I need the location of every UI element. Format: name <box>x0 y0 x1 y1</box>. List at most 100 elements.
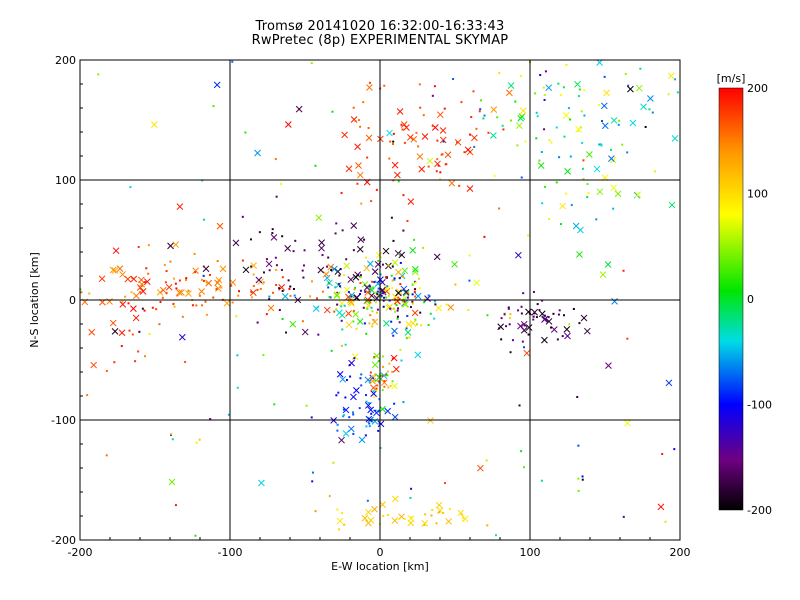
data-point-cross <box>367 516 375 524</box>
data-point-cross <box>370 390 378 397</box>
data-point-cross <box>668 201 676 209</box>
data-point-dot <box>572 307 575 310</box>
data-point-dot <box>391 370 394 373</box>
chart-subtitle: RwPretec (8p) EXPERIMENTAL SKYMAP <box>251 33 509 48</box>
data-point-dot <box>583 89 586 92</box>
data-point-cross <box>367 406 375 414</box>
data-point-cross <box>341 131 348 139</box>
data-point-dot <box>626 337 629 340</box>
data-point-dot <box>321 254 324 257</box>
data-point-dot <box>436 139 439 142</box>
data-point-dot <box>326 265 329 268</box>
data-point-dot <box>105 369 108 372</box>
data-point-cross <box>404 329 412 336</box>
data-point-cross <box>165 283 173 291</box>
data-point-dot <box>563 135 566 138</box>
data-point-dot <box>353 288 356 291</box>
data-point-dot <box>268 269 271 272</box>
data-point-dot <box>377 259 380 262</box>
data-point-dot <box>373 374 376 377</box>
data-point-dot <box>341 328 344 331</box>
data-point-dot <box>362 101 365 104</box>
data-point-dot <box>532 315 535 318</box>
data-point-dot <box>483 114 486 117</box>
data-point-cross <box>352 311 359 318</box>
data-point-dot <box>532 290 535 293</box>
data-point-dot <box>373 281 376 284</box>
data-point-cross <box>426 157 434 165</box>
data-point-dot <box>314 510 317 513</box>
data-point-dot <box>520 176 523 179</box>
data-point-dot <box>500 338 503 341</box>
data-point-dot <box>541 202 544 205</box>
data-point-dot <box>364 434 367 437</box>
data-point-dot <box>417 145 420 148</box>
data-point-dot <box>579 126 582 129</box>
data-point-dot <box>314 164 317 167</box>
data-point-dot <box>373 356 376 359</box>
data-point-dot <box>336 429 339 432</box>
data-point-cross <box>380 372 388 379</box>
data-point-dot <box>473 145 476 148</box>
data-point-dot <box>364 394 367 397</box>
data-point-dot <box>349 375 352 378</box>
data-point-dot <box>368 290 371 293</box>
data-point-dot <box>386 285 389 288</box>
data-point-cross <box>466 185 474 192</box>
data-point-dot <box>382 355 385 358</box>
data-point-dot <box>176 294 179 297</box>
data-point-dot <box>273 403 276 406</box>
data-point-dot <box>392 307 395 310</box>
data-point-cross <box>178 289 185 296</box>
data-point-cross <box>159 286 167 294</box>
data-point-dot <box>622 269 625 272</box>
data-point-dot <box>250 265 253 268</box>
data-point-cross <box>562 112 570 119</box>
data-point-cross <box>90 361 98 369</box>
colorbar: 200 100 0 -100 -200 <box>718 82 772 517</box>
data-point-dot <box>394 310 397 313</box>
data-point-dot <box>627 84 630 87</box>
y-tick-label: -100 <box>51 414 76 427</box>
data-point-dot <box>612 207 615 210</box>
data-point-dot <box>462 516 465 519</box>
data-point-cross <box>178 333 186 341</box>
data-point-dot <box>517 309 520 312</box>
data-point-cross <box>608 155 615 162</box>
data-point-dot <box>418 83 421 86</box>
data-point-dot <box>483 235 486 238</box>
data-point-cross <box>369 377 376 385</box>
data-point-cross <box>132 314 140 322</box>
data-point-dot <box>543 128 546 131</box>
data-point-cross <box>379 501 386 508</box>
data-point-dot <box>667 93 670 96</box>
data-point-cross <box>396 108 404 115</box>
data-point-dot <box>348 416 351 419</box>
data-point-dot <box>231 301 234 304</box>
data-point-dot <box>387 294 390 297</box>
data-point-dot <box>215 288 218 291</box>
data-point-dot <box>382 305 385 308</box>
data-point-dot <box>256 288 259 291</box>
data-point-dot <box>386 374 389 377</box>
y-tick-label: 100 <box>55 174 76 187</box>
data-point-cross <box>604 261 612 268</box>
data-point-cross <box>361 280 369 288</box>
data-point-dot <box>376 293 379 296</box>
data-point-dot <box>181 315 184 318</box>
data-point-cross <box>323 306 331 314</box>
data-point-dot <box>341 229 344 232</box>
data-point-dot <box>511 339 514 342</box>
data-point-dot <box>389 384 392 387</box>
data-point-dot <box>375 188 378 191</box>
data-point-dot <box>502 128 505 131</box>
data-point-dot <box>539 74 542 77</box>
data-point-cross <box>377 420 385 428</box>
data-point-cross <box>411 309 419 317</box>
data-point-cross <box>391 413 399 421</box>
data-point-dot <box>209 418 212 421</box>
data-point-dot <box>165 292 168 295</box>
data-point-cross <box>576 251 583 258</box>
data-point-cross <box>433 253 441 261</box>
data-point-dot <box>391 380 394 383</box>
